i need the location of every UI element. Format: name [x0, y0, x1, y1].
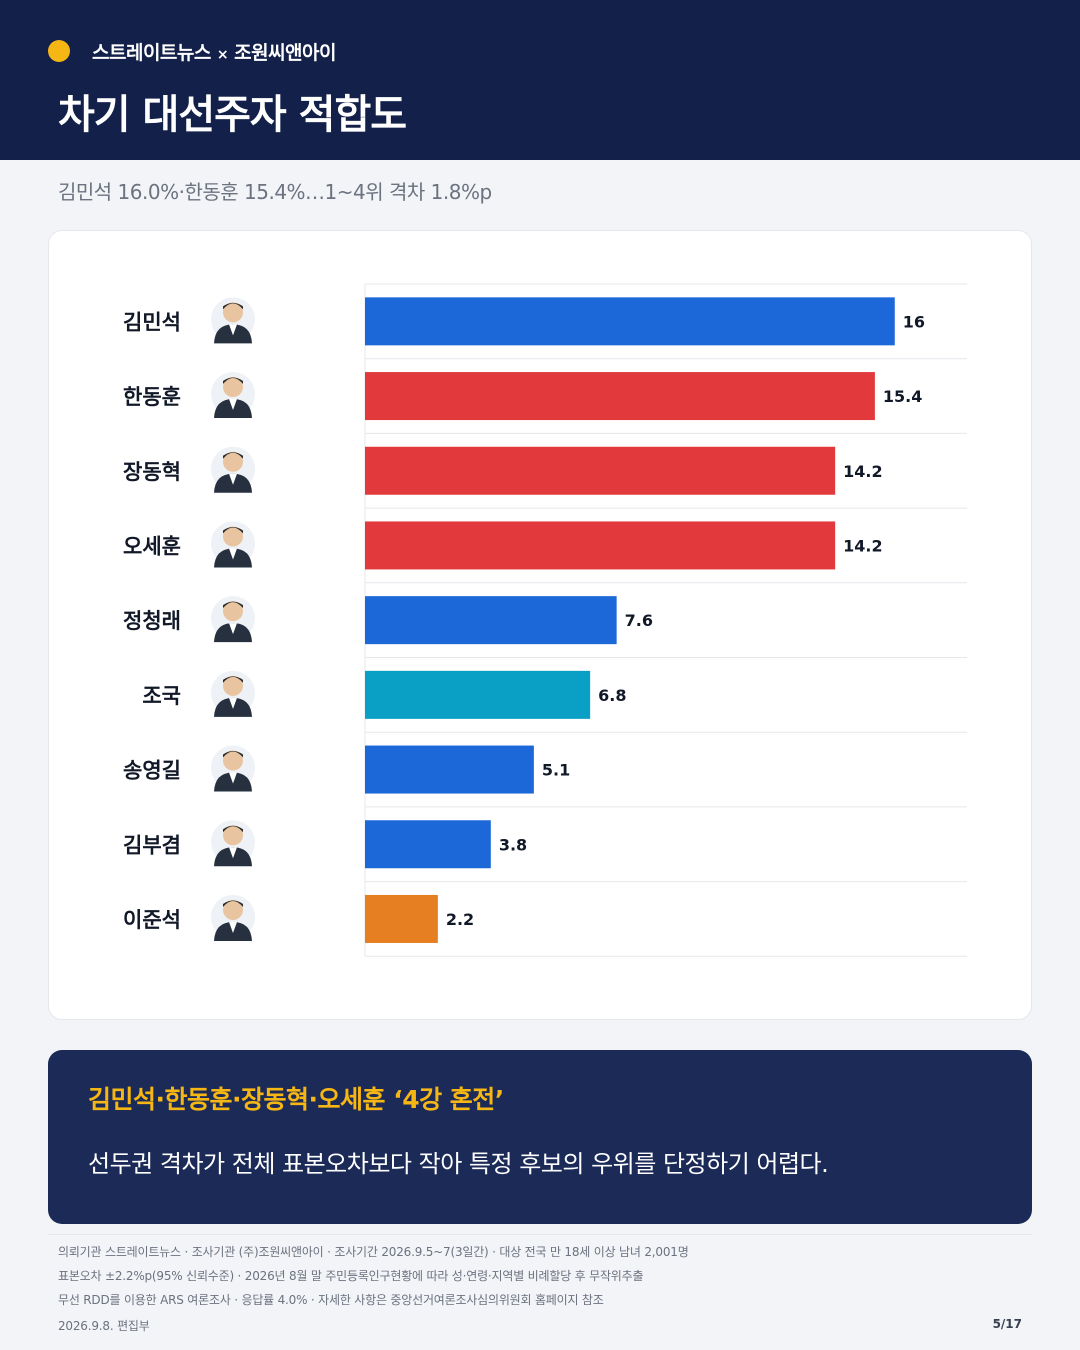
page-number: 5/17: [992, 1317, 1022, 1331]
bar: [365, 521, 836, 570]
category-label: 조국: [142, 684, 181, 708]
person-photo-icon: [211, 596, 255, 643]
footer-divider: [48, 1234, 1032, 1235]
brand-separator: ×: [216, 47, 229, 63]
footer-line-3: 무선 RDD를 이용한 ARS 여론조사 · 응답률 4.0% · 자세한 사항…: [58, 1293, 604, 1307]
person-photo-icon: [211, 894, 255, 941]
bar: [365, 372, 875, 421]
bar: [365, 297, 895, 346]
category-label: 오세훈: [123, 534, 181, 558]
value-label: 15.4: [883, 387, 922, 406]
value-label: 2.2: [446, 910, 474, 929]
value-label: 14.2: [843, 536, 882, 555]
person-photo-icon: [211, 670, 255, 717]
person-photo-icon: [211, 745, 255, 792]
footer-date: 2026.9.8. 편집부: [58, 1319, 150, 1333]
value-label: 6.8: [598, 686, 626, 705]
value-label: 5.1: [542, 761, 570, 780]
chart-card: 김민석 16 한동훈 15.4 장동혁 14.2 오세훈 14.2 정청래 7.6 조국 6.8 송영길…: [48, 230, 1032, 1020]
person-photo-icon: [211, 521, 255, 568]
value-label: 16: [903, 312, 925, 331]
bar: [365, 894, 438, 943]
category-label: 송영길: [123, 759, 181, 783]
value-label: 3.8: [499, 835, 527, 854]
person-photo-icon: [211, 820, 255, 867]
person-photo-icon: [211, 372, 255, 419]
bar: [365, 820, 491, 869]
value-label: 14.2: [843, 462, 882, 481]
callout-title: 김민석·한동훈·장동혁·오세훈 ‘4강 혼전’: [88, 1085, 504, 1114]
footer-line-1: 의뢰기관 스트레이트뉴스 · 조사기관 (주)조원씨앤아이 · 조사기간 202…: [58, 1245, 689, 1259]
brand-left: 스트레이트뉴스: [92, 42, 211, 64]
footer-line-2: 표본오차 ±2.2%p(95% 신뢰수준) · 2026년 8월 말 주민등록인…: [58, 1269, 644, 1283]
brand-right: 조원씨앤아이: [234, 42, 336, 64]
category-label: 장동혁: [123, 460, 181, 484]
bar-chart: 김민석 16 한동훈 15.4 장동혁 14.2 오세훈 14.2 정청래 7.6 조국 6.8 송영길…: [123, 283, 967, 957]
category-label: 김민석: [123, 310, 181, 334]
brand-line: 스트레이트뉴스 × 조원씨앤아이: [92, 38, 336, 65]
header-bar: 스트레이트뉴스 × 조원씨앤아이 차기 대선주자 적합도: [0, 0, 1080, 160]
callout-text: 선두권 격차가 전체 표본오차보다 작아 특정 후보의 우위를 단정하기 어렵다…: [88, 1150, 829, 1178]
category-label: 정청래: [123, 609, 181, 633]
person-photo-icon: [211, 446, 255, 493]
bar: [365, 745, 534, 794]
category-label: 김부겸: [123, 833, 181, 857]
category-label: 한동훈: [123, 385, 181, 409]
value-label: 7.6: [625, 611, 653, 630]
bar: [365, 446, 836, 495]
page-title: 차기 대선주자 적합도: [58, 92, 407, 138]
bar: [365, 670, 591, 719]
category-label: 이준석: [123, 908, 181, 932]
summary-callout: 김민석·한동훈·장동혁·오세훈 ‘4강 혼전’ 선두권 격차가 전체 표본오차보…: [48, 1050, 1032, 1224]
brand-dot-icon: [48, 40, 70, 62]
bar: [365, 596, 617, 645]
page-subtitle: 김민석 16.0%·한동훈 15.4%…1~4위 격차 1.8%p: [58, 180, 492, 204]
person-photo-icon: [211, 297, 255, 344]
